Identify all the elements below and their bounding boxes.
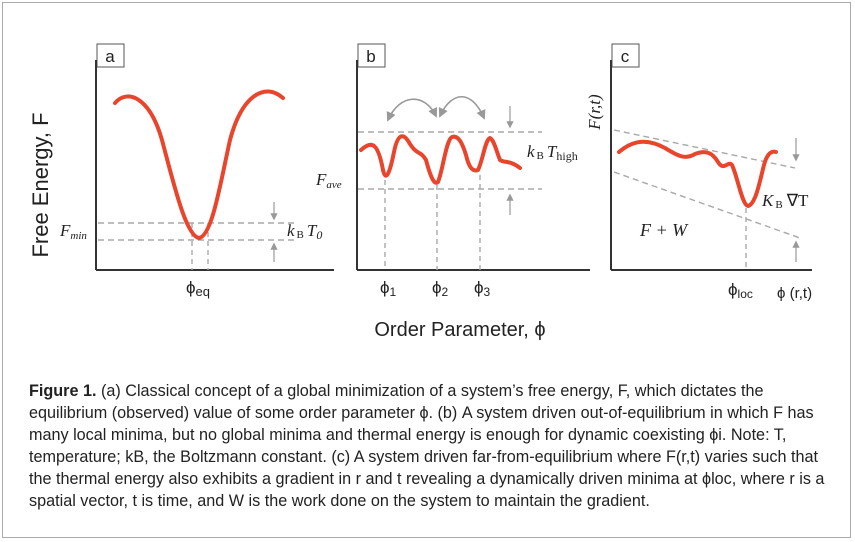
figure-panels: Free Energy, F a Fmin k B T0 ϕeq b xyxy=(28,43,812,341)
panel-b: b Fave k B Thigh ϕ1 ϕ2 ϕ3 xyxy=(315,43,590,299)
panel-a-label-box xyxy=(96,43,125,68)
x-axis-label: Order Parameter, ϕ xyxy=(374,319,545,341)
panel-a-kbt0: k B T0 xyxy=(287,221,322,242)
panel-b-label: b xyxy=(366,47,375,66)
panel-c-label: c xyxy=(621,47,630,66)
panel-a: a Fmin k B T0 ϕeq xyxy=(59,43,334,299)
caption-text: (a) Classical concept of a global minimi… xyxy=(29,382,825,510)
panel-c-dash-upper xyxy=(613,129,796,169)
panel-c-xlabel: ϕ (r,t) xyxy=(777,285,812,302)
caption-lead: Figure 1. xyxy=(29,382,97,400)
panel-b-energy-curve xyxy=(359,134,522,185)
panel-b-phi1: ϕ1 xyxy=(380,278,397,299)
panel-a-fmin: Fmin xyxy=(59,221,87,242)
panel-c-dash-lower xyxy=(613,171,801,239)
y-axis-label: Free Energy, F xyxy=(28,112,53,257)
figure-caption: Figure 1. (a) Classical concept of a glo… xyxy=(29,380,829,512)
panel-b-phi2: ϕ2 xyxy=(432,278,449,299)
panel-b-hop-arrow-right xyxy=(438,96,486,120)
panel-c-ylabel: F(r,t) xyxy=(585,94,604,131)
panel-c-kbgradt: K B ∇T xyxy=(761,191,809,211)
panel-a-phi-eq: ϕeq xyxy=(186,278,210,299)
panel-c: c F(r,t) F + W K B ∇T ϕloc ϕ (r,t) xyxy=(585,43,812,302)
panel-b-fave: Fave xyxy=(315,170,342,191)
panel-a-energy-curve xyxy=(113,89,285,241)
panel-c-label-box xyxy=(611,43,640,68)
panel-b-kbthigh: k B Thigh xyxy=(527,142,578,163)
panel-a-label: a xyxy=(105,47,115,66)
panel-c-fw: F + W xyxy=(639,220,689,240)
panel-b-phi3: ϕ3 xyxy=(474,278,491,299)
panel-c-energy-curve xyxy=(617,139,778,208)
panel-b-hop-arrow-left xyxy=(386,98,438,122)
panel-c-phi-loc: ϕloc xyxy=(728,280,753,301)
panel-b-label-box xyxy=(357,43,386,68)
